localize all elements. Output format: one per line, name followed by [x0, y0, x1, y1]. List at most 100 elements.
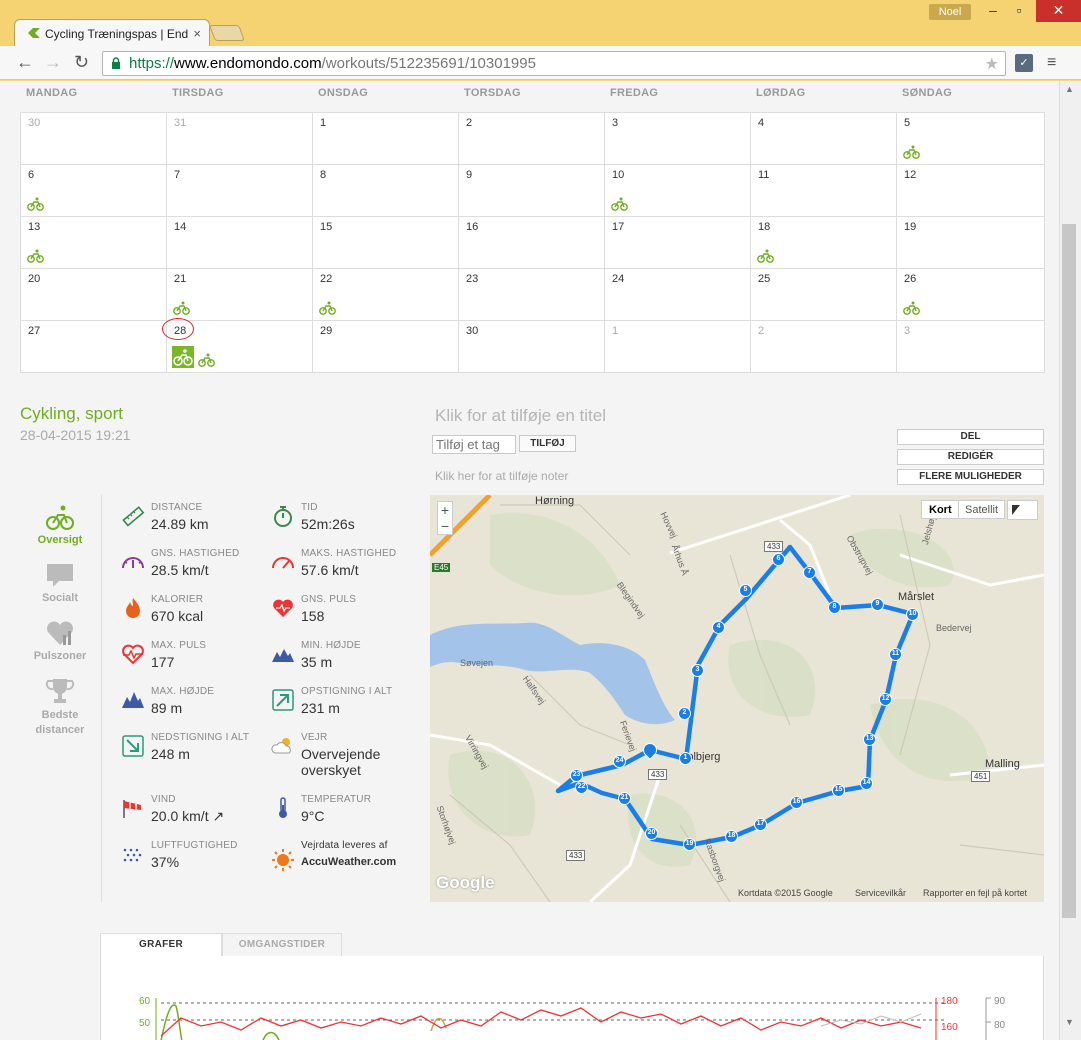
- bike-workout-icon[interactable]: [198, 353, 215, 367]
- lap-marker[interactable]: 7: [803, 566, 816, 579]
- tag-input[interactable]: [432, 435, 516, 454]
- bike-workout-icon[interactable]: [27, 249, 44, 263]
- map-type-map-button[interactable]: Kort: [929, 504, 952, 516]
- calendar-day[interactable]: 27: [21, 321, 167, 373]
- lap-marker[interactable]: 24: [613, 755, 626, 768]
- forward-arrow-icon[interactable]: →: [44, 52, 62, 72]
- calendar-day[interactable]: 26: [897, 269, 1044, 321]
- lap-marker[interactable]: 16: [790, 796, 803, 809]
- fullscreen-button[interactable]: [1007, 500, 1038, 520]
- lap-marker[interactable]: 2: [678, 707, 691, 720]
- bike-workout-icon[interactable]: [903, 301, 920, 315]
- tab-graphs[interactable]: GRAFER: [100, 933, 222, 957]
- lap-marker[interactable]: 20: [645, 827, 658, 840]
- calendar-day[interactable]: 1: [605, 321, 751, 373]
- lap-marker[interactable]: 21: [618, 792, 631, 805]
- lap-marker[interactable]: 18: [725, 830, 738, 843]
- calendar-day[interactable]: 4: [751, 113, 897, 165]
- bookmark-star-icon[interactable]: ★: [984, 56, 999, 73]
- extension-icon[interactable]: ✓: [1015, 54, 1033, 72]
- minimize-icon[interactable]: –: [989, 2, 997, 18]
- calendar-day[interactable]: 23: [459, 269, 605, 321]
- profile-badge[interactable]: Noel: [929, 4, 971, 20]
- calendar-day[interactable]: 31: [167, 113, 313, 165]
- nav-best-distances[interactable]: Bedste distancer: [20, 677, 100, 738]
- menu-icon[interactable]: ≡: [1047, 54, 1057, 71]
- lap-marker[interactable]: 19: [683, 838, 696, 851]
- new-tab-button[interactable]: [209, 25, 245, 41]
- bike-workout-icon[interactable]: [611, 197, 628, 211]
- calendar-day[interactable]: 3: [897, 321, 1044, 373]
- lap-marker[interactable]: 3: [691, 664, 704, 677]
- scrollbar-thumb[interactable]: [1062, 224, 1076, 918]
- lap-marker[interactable]: 6: [772, 553, 785, 566]
- calendar-day[interactable]: 16: [459, 217, 605, 269]
- calendar-day[interactable]: 2: [459, 113, 605, 165]
- scroll-up-icon[interactable]: ▲: [1065, 84, 1074, 94]
- route-map[interactable]: Hørning Mårslet Malling Solbjerg Søvejen…: [430, 495, 1044, 902]
- bike-workout-icon[interactable]: [903, 145, 920, 159]
- calendar-day[interactable]: 17: [605, 217, 751, 269]
- calendar-day[interactable]: 6: [21, 165, 167, 217]
- calendar-day[interactable]: 30: [459, 321, 605, 373]
- scroll-down-icon[interactable]: ▼: [1065, 1017, 1074, 1027]
- calendar-day[interactable]: 8: [313, 165, 459, 217]
- calendar-day[interactable]: 7: [167, 165, 313, 217]
- calendar-day[interactable]: 5: [897, 113, 1044, 165]
- calendar-day[interactable]: 14: [167, 217, 313, 269]
- map-terms-link[interactable]: Servicevilkår: [855, 888, 907, 898]
- share-button[interactable]: DEL: [897, 429, 1044, 445]
- lap-marker[interactable]: 11: [889, 648, 902, 661]
- bike-workout-icon[interactable]: [173, 301, 190, 315]
- more-options-button[interactable]: FLERE MULIGHEDER: [897, 469, 1044, 485]
- lap-marker[interactable]: 17: [754, 818, 767, 831]
- calendar-day[interactable]: 30: [21, 113, 167, 165]
- lap-marker[interactable]: 23: [570, 769, 583, 782]
- address-bar[interactable]: https://www.endomondo.com/workouts/51223…: [102, 51, 1006, 76]
- lap-marker[interactable]: 1: [679, 752, 692, 765]
- calendar-day[interactable]: 10: [605, 165, 751, 217]
- calendar-day[interactable]: 19: [897, 217, 1044, 269]
- bike-workout-icon[interactable]: [757, 249, 774, 263]
- zoom-out-button[interactable]: −: [440, 518, 450, 534]
- calendar-day[interactable]: 13: [21, 217, 167, 269]
- page-scrollbar[interactable]: ▲ ▼: [1059, 81, 1081, 1040]
- back-arrow-icon[interactable]: ←: [16, 52, 34, 72]
- lap-marker[interactable]: 8: [828, 601, 841, 614]
- add-title-prompt[interactable]: Klik for at tilføje en titel: [435, 406, 607, 425]
- lap-marker[interactable]: 10: [906, 608, 919, 621]
- add-tag-button[interactable]: TILFØJ: [519, 435, 576, 452]
- calendar-day[interactable]: 1: [313, 113, 459, 165]
- calendar-day[interactable]: 29: [313, 321, 459, 373]
- add-notes-prompt[interactable]: Klik her for at tilføje noter: [435, 469, 569, 483]
- lap-marker[interactable]: 15: [832, 784, 845, 797]
- nav-social[interactable]: Socialt: [20, 561, 100, 604]
- nav-heartzones[interactable]: Pulszoner: [20, 619, 100, 662]
- map-type-satellite-button[interactable]: Satellit: [965, 504, 999, 516]
- calendar-day[interactable]: 3: [605, 113, 751, 165]
- calendar-day[interactable]: 25: [751, 269, 897, 321]
- lap-marker[interactable]: 13: [863, 733, 876, 746]
- calendar-day[interactable]: 11: [751, 165, 897, 217]
- browser-tab[interactable]: Cycling Træningspas | End ×: [14, 19, 210, 46]
- lap-marker[interactable]: 5: [739, 584, 752, 597]
- lap-marker[interactable]: 9: [871, 598, 884, 611]
- window-close-icon[interactable]: ✕: [1036, 0, 1081, 22]
- tab-laps[interactable]: OMGANGSTIDER: [222, 933, 342, 957]
- weather-source-link[interactable]: AccuWeather.com: [301, 856, 397, 868]
- bike-workout-icon[interactable]: [27, 197, 44, 211]
- calendar-day[interactable]: 20: [21, 269, 167, 321]
- lap-marker[interactable]: 12: [879, 693, 892, 706]
- reload-icon[interactable]: ↻: [74, 52, 90, 72]
- calendar-day[interactable]: 24: [605, 269, 751, 321]
- calendar-day[interactable]: 9: [459, 165, 605, 217]
- lap-marker[interactable]: 22: [575, 781, 588, 794]
- edit-button[interactable]: REDIGÉR: [897, 449, 1044, 465]
- nav-overview[interactable]: Oversigt: [20, 503, 100, 546]
- bike-workout-icon[interactable]: [319, 301, 336, 315]
- calendar-day[interactable]: 18: [751, 217, 897, 269]
- calendar-day[interactable]: 2: [751, 321, 897, 373]
- calendar-day[interactable]: 22: [313, 269, 459, 321]
- lap-marker[interactable]: 14: [860, 777, 873, 790]
- map-report-link[interactable]: Rapporter en fejl på kortet: [923, 888, 1028, 898]
